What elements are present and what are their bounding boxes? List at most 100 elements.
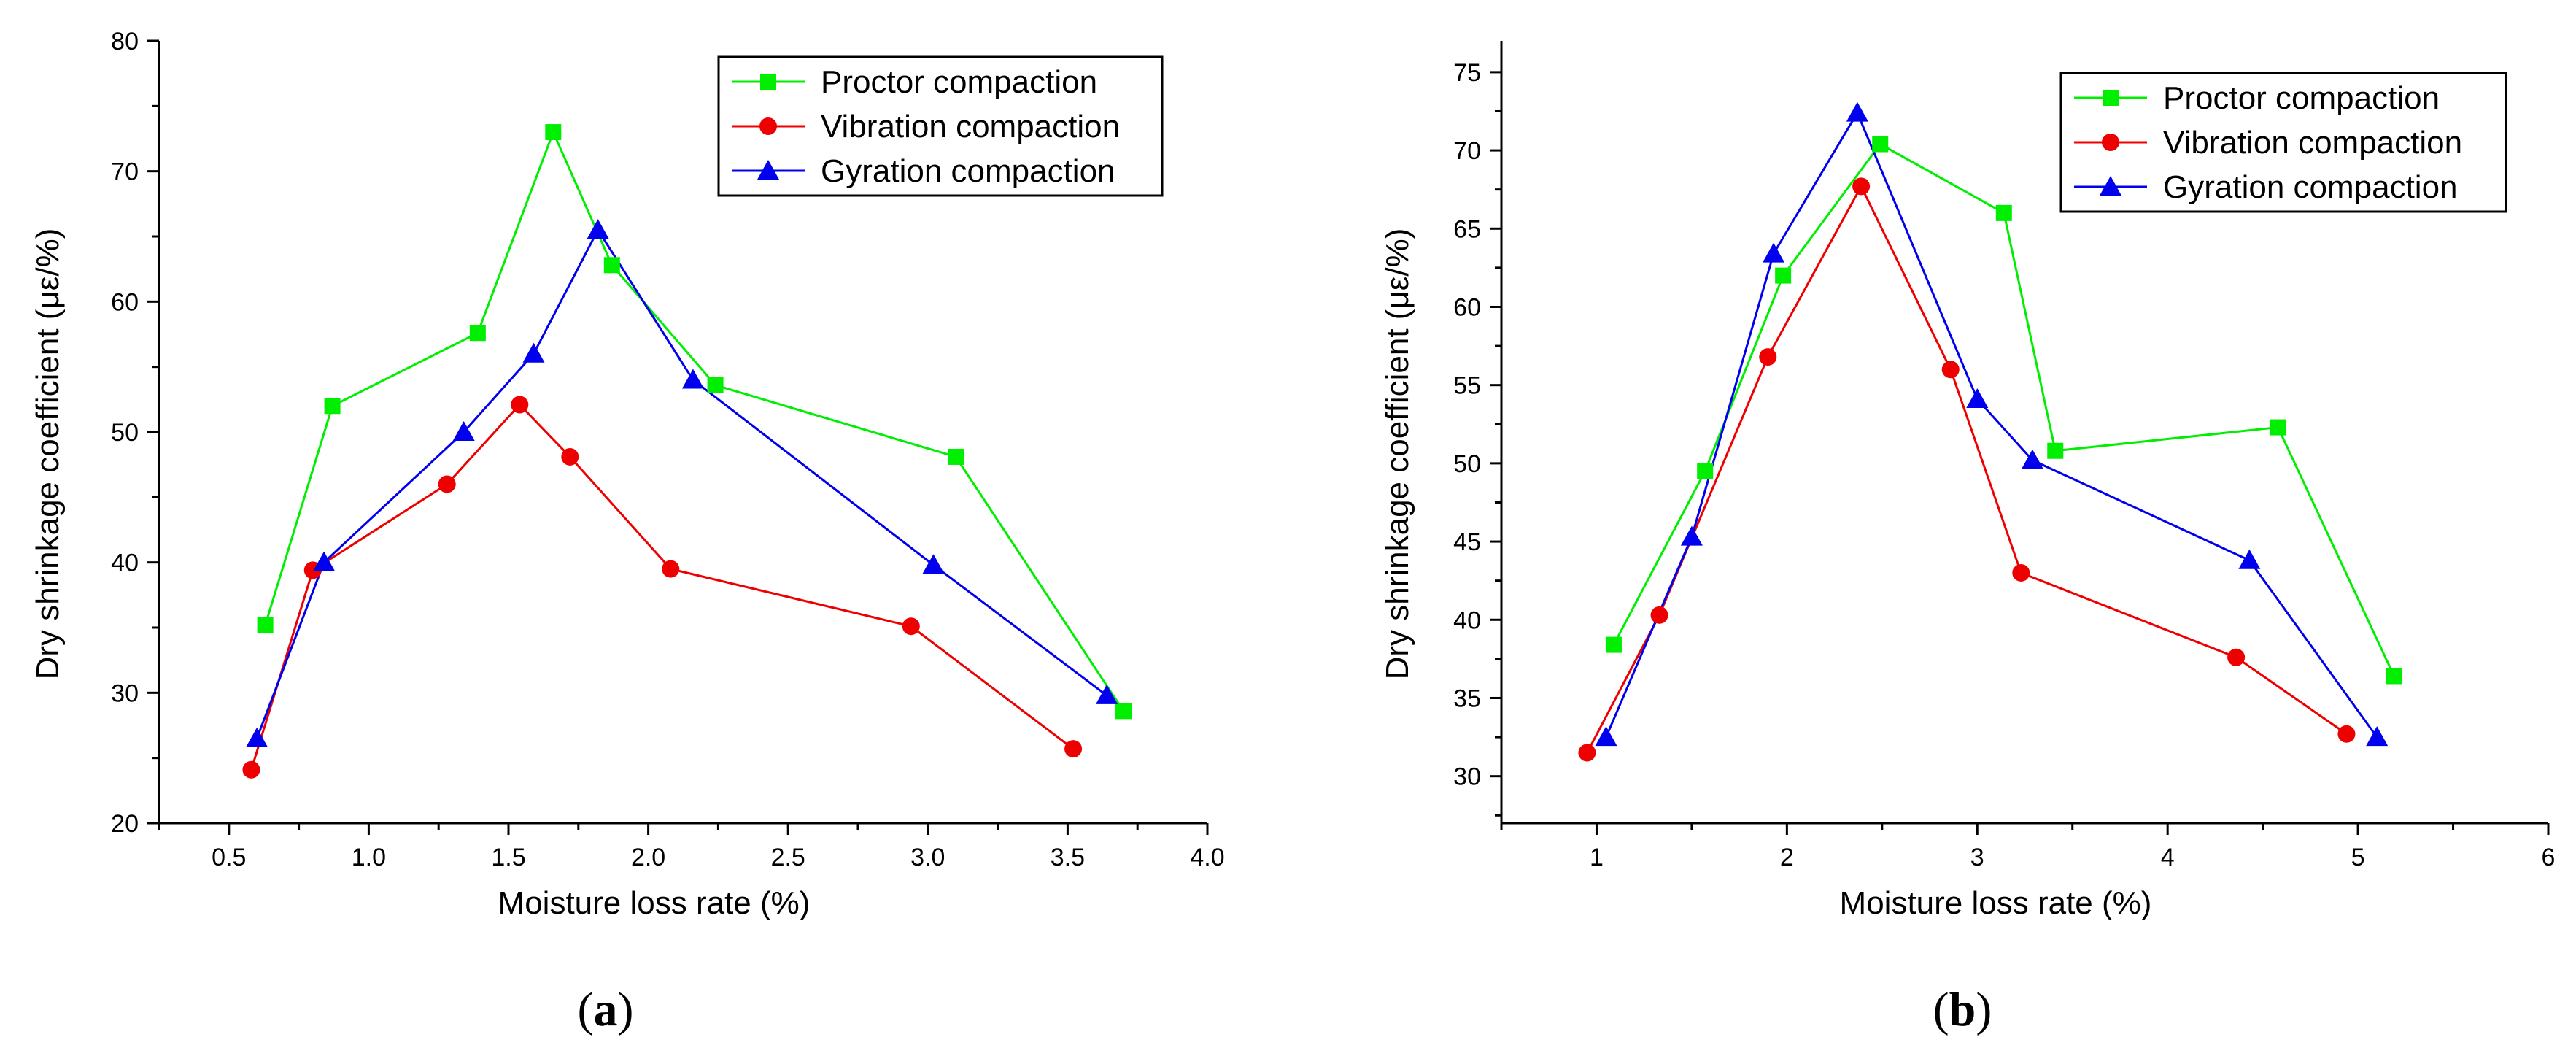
y-tick-label: 40 bbox=[1453, 606, 1481, 634]
y-tick-label: 60 bbox=[111, 288, 139, 316]
legend-label: Proctor compaction bbox=[2163, 80, 2440, 116]
legend-marker bbox=[759, 117, 777, 135]
data-point-series-3 bbox=[1763, 242, 1785, 263]
data-point-series-1 bbox=[257, 617, 274, 633]
data-point-series-3 bbox=[1595, 726, 1617, 747]
data-point-series-3 bbox=[522, 342, 545, 363]
data-point-series-1 bbox=[1775, 267, 1792, 284]
series-line-1 bbox=[1612, 142, 2396, 677]
x-tick-label: 1.5 bbox=[491, 844, 525, 871]
x-tick-label: 3.0 bbox=[910, 844, 945, 871]
legend-marker bbox=[2100, 176, 2121, 196]
data-point-series-1 bbox=[2386, 668, 2402, 685]
y-tick-label: 50 bbox=[1453, 450, 1481, 478]
data-point-series-3 bbox=[2366, 726, 2389, 747]
data-point-series-3 bbox=[452, 421, 475, 441]
x-tick-label: 6 bbox=[2542, 844, 2556, 871]
data-point-series-1 bbox=[2270, 419, 2286, 436]
legend-marker bbox=[760, 74, 776, 90]
x-tick-label: 2.5 bbox=[771, 844, 805, 871]
x-tick-label: 2.0 bbox=[631, 844, 665, 871]
legend-label: Gyration compaction bbox=[821, 153, 1115, 189]
legend-label: Gyration compaction bbox=[2163, 169, 2458, 205]
data-point-series-1 bbox=[1115, 703, 1132, 720]
y-tick-label: 65 bbox=[1453, 215, 1481, 243]
data-point-series-2 bbox=[2227, 648, 2246, 666]
data-point-series-2 bbox=[1852, 177, 1871, 196]
legend-label: Vibration compaction bbox=[821, 109, 1120, 144]
data-point-series-2 bbox=[511, 396, 529, 414]
data-point-series-3 bbox=[2021, 449, 2043, 469]
data-point-series-1 bbox=[2047, 442, 2064, 459]
data-point-series-2 bbox=[1064, 740, 1083, 758]
data-point-series-2 bbox=[561, 447, 579, 466]
y-tick-label: 45 bbox=[1453, 528, 1481, 556]
data-point-series-1 bbox=[1872, 136, 1889, 153]
y-tick-label: 20 bbox=[111, 810, 139, 838]
data-point-series-1 bbox=[603, 257, 620, 274]
x-tick-label: 1 bbox=[1590, 844, 1604, 871]
x-axis-title: Moisture loss rate (%) bbox=[498, 885, 811, 921]
data-point-series-3 bbox=[1966, 388, 1989, 408]
data-point-series-1 bbox=[469, 325, 486, 342]
data-point-series-2 bbox=[1578, 744, 1596, 762]
data-point-series-2 bbox=[902, 617, 920, 636]
data-point-series-1 bbox=[1697, 463, 1714, 479]
y-tick-label: 40 bbox=[111, 550, 139, 577]
data-point-series-3 bbox=[922, 554, 945, 574]
x-tick-label: 1.0 bbox=[352, 844, 386, 871]
y-axis-title: Dry shrinkage coefficient (με/%) bbox=[1380, 228, 1415, 680]
legend-marker bbox=[2102, 134, 2119, 151]
data-point-series-3 bbox=[1846, 101, 1868, 122]
x-tick-label: 2 bbox=[1780, 844, 1794, 871]
legend-marker bbox=[2103, 90, 2119, 106]
legend-label: Vibration compaction bbox=[2163, 125, 2462, 161]
y-tick-label: 60 bbox=[1453, 293, 1481, 321]
data-point-series-1 bbox=[545, 124, 562, 141]
y-tick-label: 75 bbox=[1453, 59, 1481, 87]
series-line-1 bbox=[264, 129, 1125, 712]
chart-panel-a: 0.5 1.0 1.5 2.0 2.5 3.0 3.5 4.0 20 30 40 50 60 70 80 Mo… bbox=[30, 28, 1225, 1036]
data-point-series-2 bbox=[1759, 348, 1777, 366]
data-point-series-2 bbox=[2012, 563, 2030, 582]
data-point-series-3 bbox=[313, 551, 336, 571]
data-point-series-3 bbox=[1096, 684, 1118, 704]
series-line-3 bbox=[1605, 110, 2378, 738]
series-line-3 bbox=[255, 228, 1107, 739]
data-point-series-3 bbox=[1680, 525, 1703, 546]
data-point-series-2 bbox=[242, 760, 260, 779]
data-point-series-3 bbox=[681, 369, 704, 389]
y-tick-label: 70 bbox=[1453, 137, 1481, 165]
legend-label: Proctor compaction bbox=[821, 64, 1097, 100]
x-tick-label: 4.0 bbox=[1190, 844, 1224, 871]
y-axis-title: Dry shrinkage coefficient (με/%) bbox=[30, 228, 66, 680]
y-tick-label: 80 bbox=[111, 28, 139, 55]
legend-marker bbox=[757, 160, 779, 180]
data-point-series-1 bbox=[1995, 204, 2012, 221]
y-tick-label: 50 bbox=[111, 419, 139, 447]
y-tick-label: 55 bbox=[1453, 372, 1481, 400]
x-tick-label: 0.5 bbox=[212, 844, 246, 871]
data-point-series-2 bbox=[2337, 725, 2356, 743]
panel-label: (a) bbox=[578, 983, 634, 1036]
y-tick-label: 30 bbox=[1453, 763, 1481, 791]
data-point-series-2 bbox=[1941, 361, 1960, 379]
x-axis-title: Moisture loss rate (%) bbox=[1840, 885, 2152, 921]
data-point-series-3 bbox=[587, 219, 609, 239]
series-line-2 bbox=[250, 403, 1074, 771]
data-point-series-2 bbox=[1650, 606, 1668, 624]
data-point-series-2 bbox=[662, 560, 680, 578]
x-tick-label: 3 bbox=[1970, 844, 1984, 871]
data-point-series-2 bbox=[438, 475, 456, 493]
y-tick-label: 30 bbox=[111, 679, 139, 707]
x-tick-label: 3.5 bbox=[1051, 844, 1085, 871]
data-point-series-3 bbox=[2238, 549, 2261, 569]
x-tick-label: 4 bbox=[2161, 844, 2175, 871]
y-tick-label: 70 bbox=[111, 158, 139, 186]
panel-label: (b) bbox=[1933, 983, 1992, 1036]
data-point-series-3 bbox=[246, 727, 268, 747]
data-point-series-1 bbox=[324, 398, 341, 415]
x-tick-label: 5 bbox=[2351, 844, 2365, 871]
